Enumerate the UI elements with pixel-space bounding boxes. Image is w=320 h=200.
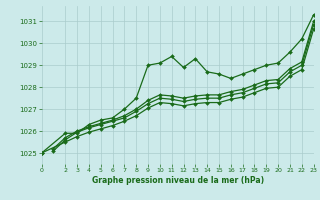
X-axis label: Graphe pression niveau de la mer (hPa): Graphe pression niveau de la mer (hPa) [92, 176, 264, 185]
